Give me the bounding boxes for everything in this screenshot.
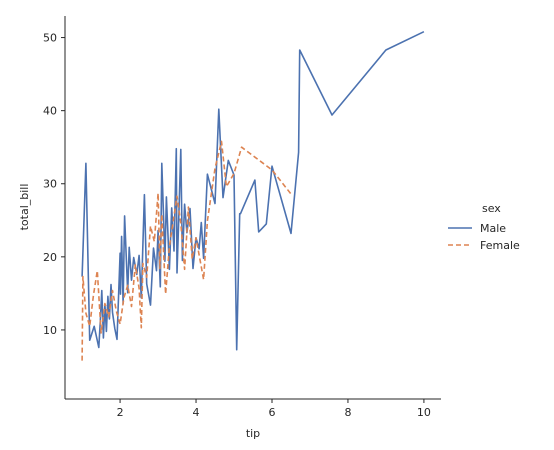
y-tick-label-4: 50 [43,32,57,45]
x-tick-label-4: 10 [417,406,431,419]
legend: sex Male Female [448,202,520,252]
y-axis-title: total_bill [18,184,31,231]
legend-label-male: Male [480,222,506,235]
y-tick-label-1: 20 [43,251,57,264]
x-tick-label-0: 2 [117,406,124,419]
y-tick-label-3: 40 [43,105,57,118]
legend-title: sex [482,202,501,215]
series-layer [81,30,425,361]
x-tick-label-2: 6 [268,406,275,419]
y-tick-label-0: 10 [43,324,57,337]
series-line-female [81,140,292,361]
series-line-male [81,30,425,351]
ticks-layer: 2 4 6 8 10 10 20 30 40 50 [43,32,431,419]
axes-layer [64,16,441,400]
y-tick-label-2: 30 [43,178,57,191]
x-axis-title: tip [246,427,260,440]
x-tick-label-3: 8 [344,406,351,419]
x-tick-label-1: 4 [193,406,200,419]
legend-label-female: Female [480,239,520,252]
